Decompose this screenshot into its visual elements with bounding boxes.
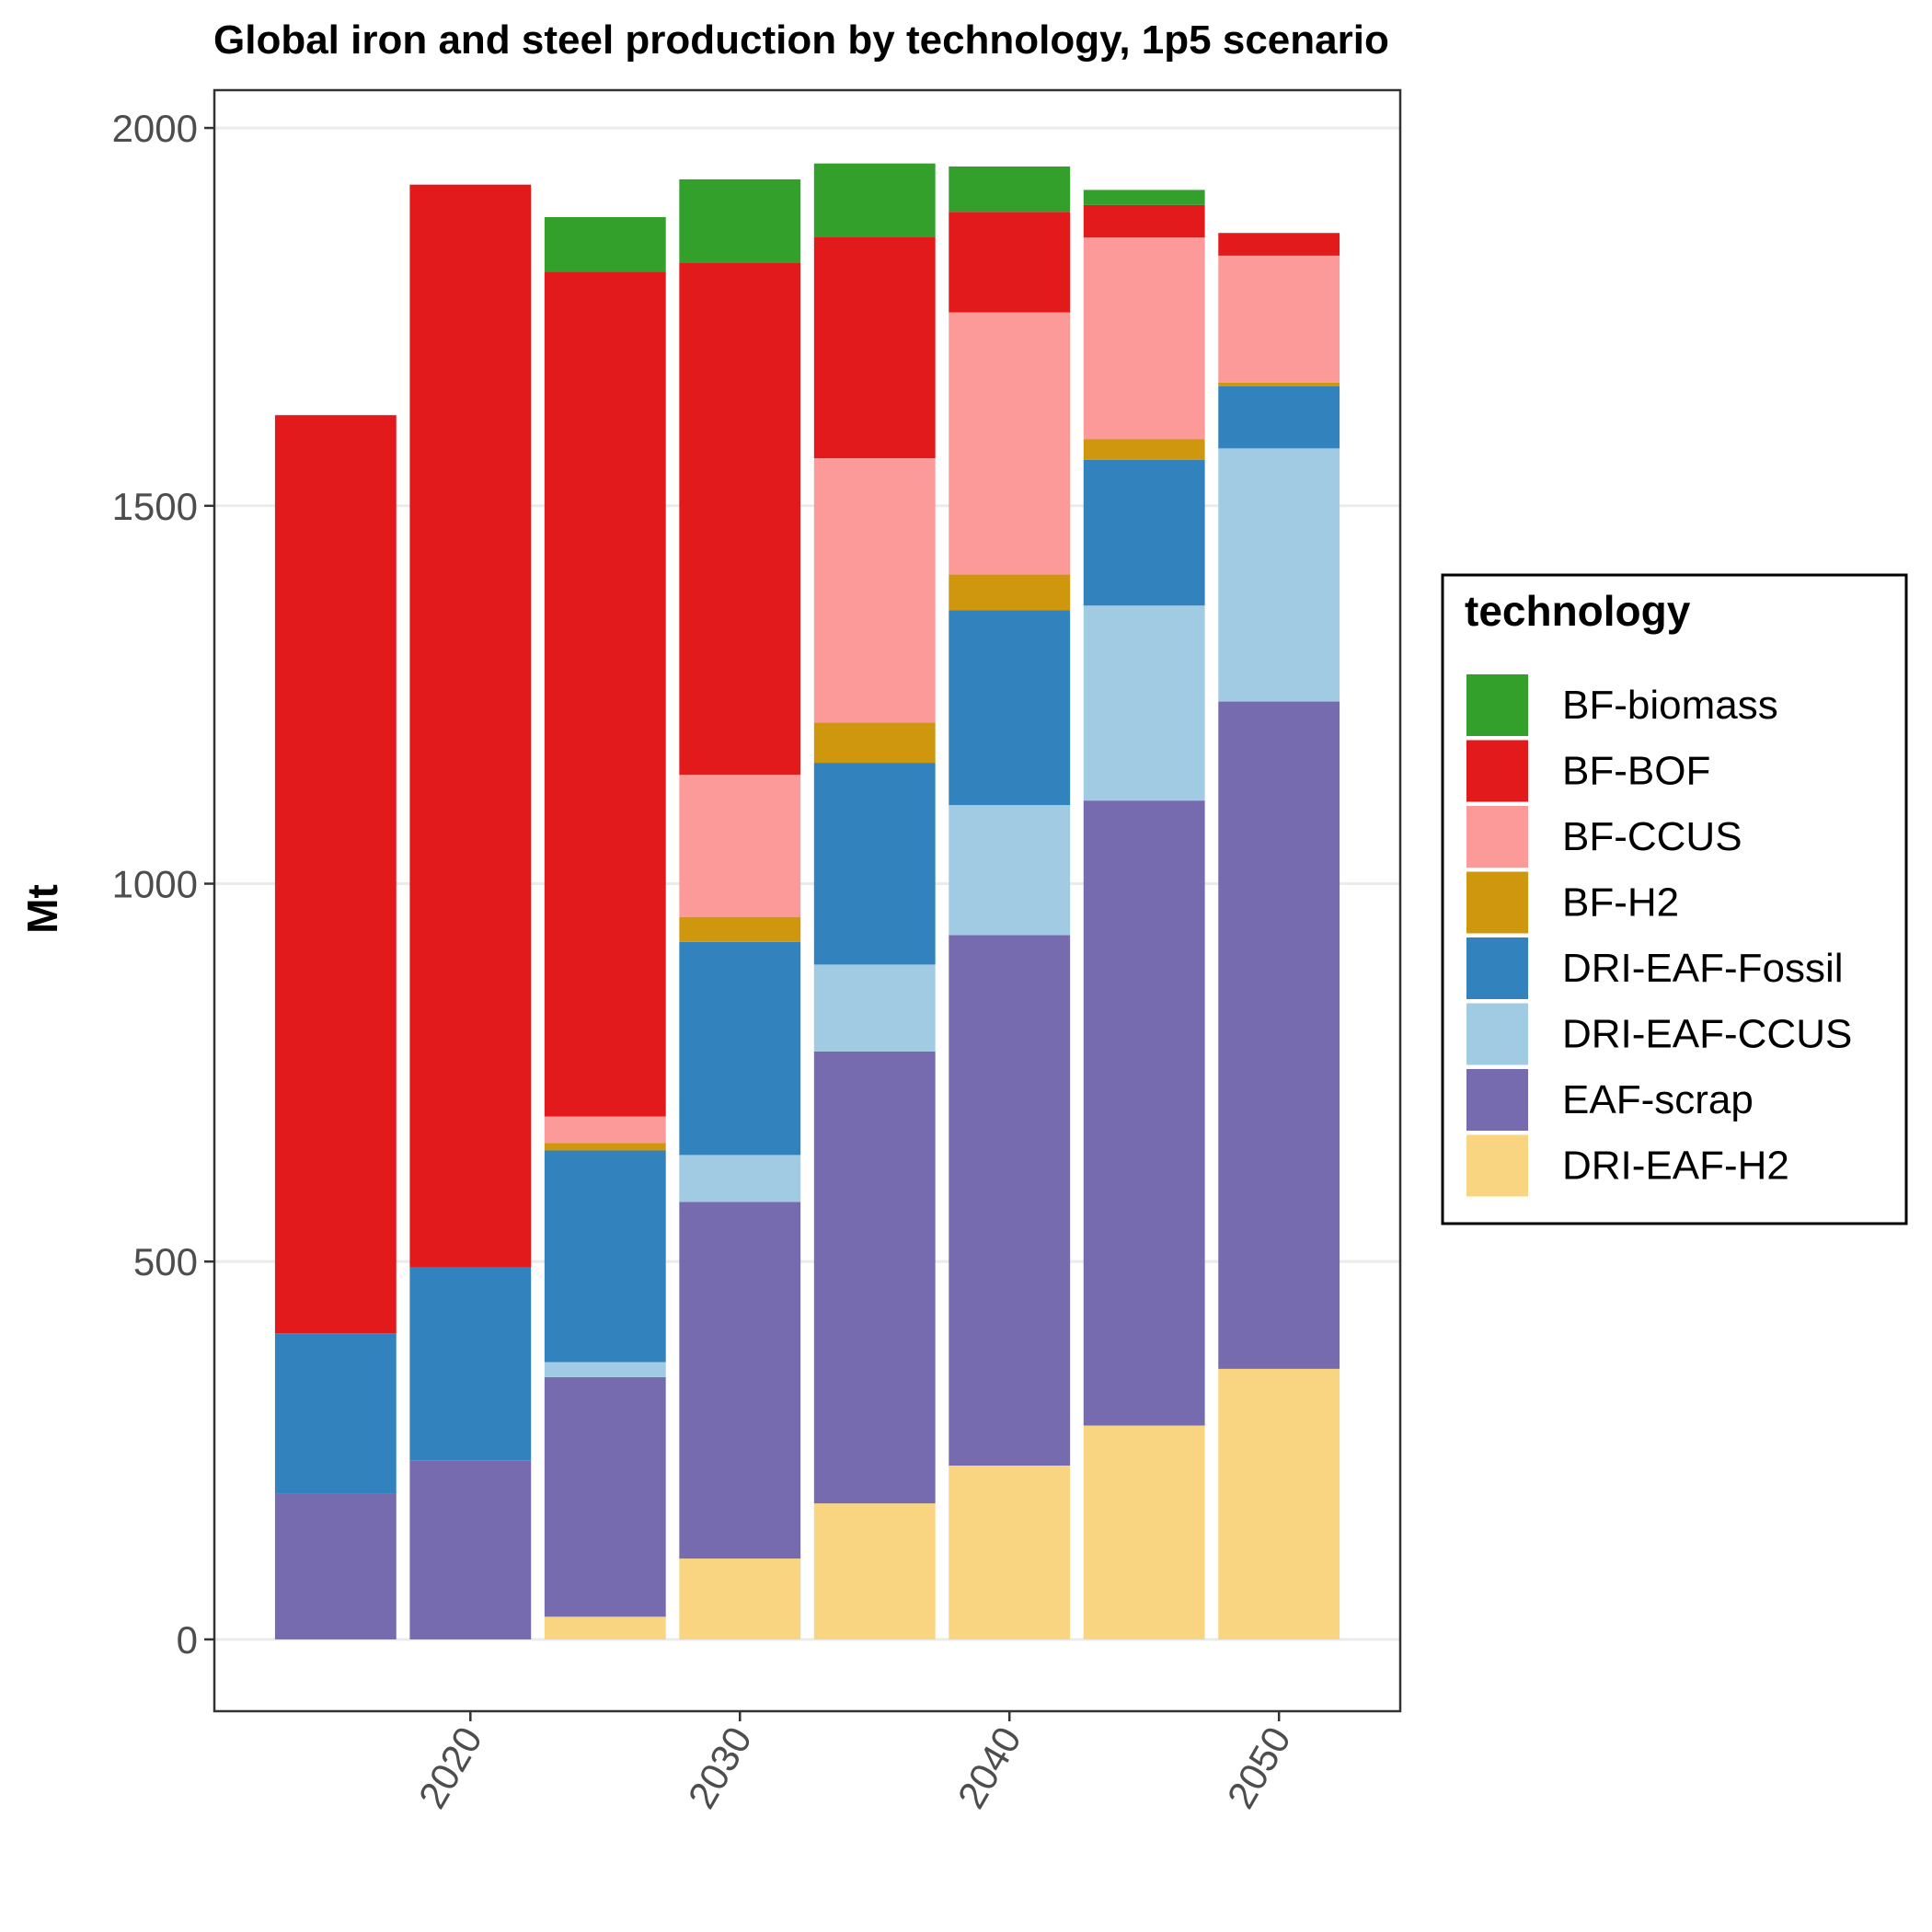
bar-bf-ccus-2050 [1218,255,1340,383]
bar-dri-eaf-ccus-2035 [813,964,936,1052]
bar-dri-eaf-h2-2045 [1083,1425,1205,1639]
bar-bf-bof-2020 [409,184,532,1268]
legend-key-bf-bof [1466,740,1528,802]
bar-dri-eaf-fossil-2045 [1083,459,1205,606]
bar-dri-eaf-h2-2050 [1218,1368,1340,1639]
legend-label-bf-bof: BF-BOF [1562,749,1710,794]
plot-panel-border [213,88,1402,1713]
bar-eaf-scrap-2015 [274,1493,397,1639]
legend-label-dri-eaf-ccus: DRI-EAF-CCUS [1562,1012,1852,1057]
legend-title: technology [1465,587,1691,635]
bar-bf-ccus-2040 [949,312,1071,575]
bar-bf-h2-2045 [1083,439,1205,460]
bar-dri-eaf-h2-2040 [949,1466,1071,1639]
bar-dri-eaf-ccus-2030 [679,1155,801,1202]
bar-eaf-scrap-2020 [409,1460,532,1639]
bar-bf-biomass-2025 [544,217,666,272]
bar-bf-bof-2045 [1083,204,1205,238]
bar-eaf-scrap-2050 [1218,701,1340,1369]
bar-dri-eaf-ccus-2025 [544,1362,666,1377]
bar-dri-eaf-fossil-2020 [409,1267,532,1461]
bar-bf-bof-2030 [679,262,801,776]
bar-eaf-scrap-2030 [679,1202,801,1559]
bar-dri-eaf-fossil-2050 [1218,386,1340,449]
legend-key-eaf-scrap [1466,1069,1528,1131]
bar-dri-eaf-ccus-2045 [1083,605,1205,801]
legend-key-dri-eaf-fossil [1466,937,1528,999]
bar-dri-eaf-ccus-2050 [1218,448,1340,702]
bar-dri-eaf-h2-2025 [544,1616,666,1639]
legend-key-bf-ccus [1466,806,1528,868]
y-axis-title: Mt [18,884,66,934]
bar-bf-h2-2025 [544,1143,666,1151]
chart-title: Global iron and steel production by tech… [213,17,1389,63]
y-tick-label-2000: 2000 [112,107,198,150]
bar-eaf-scrap-2035 [813,1051,936,1504]
y-tick-label-500: 500 [133,1240,198,1283]
bar-dri-eaf-fossil-2025 [544,1150,666,1363]
bar-bf-h2-2040 [949,574,1071,611]
bar-bf-ccus-2035 [813,458,936,723]
legend-key-bf-h2 [1466,871,1528,934]
bar-dri-eaf-fossil-2015 [274,1333,397,1494]
legend-label-eaf-scrap: EAF-scrap [1562,1077,1754,1122]
bar-bf-h2-2035 [813,722,936,764]
y-axis: 0 500 1000 1500 2000 [112,107,214,1662]
bar-bf-bof-2040 [949,212,1071,313]
legend-label-dri-eaf-h2: DRI-EAF-H2 [1562,1144,1789,1189]
legend: technology BF-biomass BF-BOF BF-CCUS BF-H2 D… [1441,573,1908,1225]
bar-bf-biomass-2045 [1083,190,1205,205]
bar-bf-biomass-2040 [949,166,1071,213]
bar-bf-biomass-2030 [679,178,801,263]
bars [274,163,1340,1639]
bar-dri-eaf-fossil-2030 [679,941,801,1156]
bar-dri-eaf-fossil-2035 [813,763,936,965]
bar-bf-ccus-2045 [1083,237,1205,440]
bar-bf-ccus-2025 [544,1116,666,1144]
bar-bf-bof-2035 [813,236,936,459]
legend-label-bf-biomass: BF-biomass [1562,683,1778,728]
bar-dri-eaf-ccus-2040 [949,805,1071,936]
legend-items: BF-biomass BF-BOF BF-CCUS BF-H2 DRI-EAF-Foss… [1466,674,1852,1197]
bar-eaf-scrap-2025 [544,1376,666,1617]
bar-eaf-scrap-2045 [1083,800,1205,1426]
y-tick-label-0: 0 [177,1618,198,1662]
legend-label-bf-h2: BF-H2 [1562,880,1679,926]
bar-dri-eaf-h2-2035 [813,1503,936,1639]
legend-label-bf-ccus: BF-CCUS [1562,814,1742,859]
bar-dri-eaf-h2-2030 [679,1558,801,1639]
bar-bf-ccus-2030 [679,775,801,917]
bar-bf-h2-2050 [1218,382,1340,387]
y-tick-label-1000: 1000 [112,863,198,906]
bar-dri-eaf-fossil-2040 [949,610,1071,806]
bar-bf-biomass-2035 [813,163,936,237]
bar-bf-bof-2025 [544,271,666,1117]
bar-bf-bof-2050 [1218,233,1340,256]
legend-key-bf-biomass [1466,674,1528,736]
bar-bf-h2-2030 [679,916,801,942]
legend-key-dri-eaf-h2 [1466,1134,1528,1197]
legend-key-dri-eaf-ccus [1466,1003,1528,1065]
legend-label-dri-eaf-fossil: DRI-EAF-Fossil [1562,946,1844,991]
bar-eaf-scrap-2040 [949,935,1071,1466]
y-tick-label-1500: 1500 [112,485,198,528]
bar-bf-bof-2015 [274,415,397,1334]
